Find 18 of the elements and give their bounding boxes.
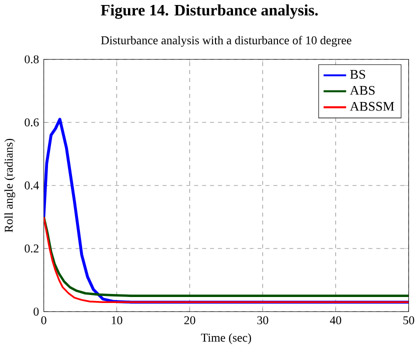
y-tick-label: 0 <box>34 308 39 316</box>
x-tick-label: 50 <box>403 316 414 325</box>
x-tick-label: 20 <box>184 316 196 325</box>
legend-label: ABSSM <box>350 102 394 112</box>
y-tick-label: 0.2 <box>24 244 38 253</box>
y-tick-label: 0.8 <box>24 56 39 64</box>
legend-label: ABS <box>350 86 375 96</box>
y-tick-label: 0.6 <box>24 118 39 127</box>
x-axis-title: Time (sec) <box>201 334 252 344</box>
y-axis-title: Roll angle (radians) <box>4 139 16 233</box>
chart-title: Figure 14. Disturbance analysis. <box>100 4 318 20</box>
x-tick-label: 10 <box>112 316 122 325</box>
y-tick-label: 0.4 <box>24 182 39 190</box>
chart-subtitle: Disturbance analysis with a disturbance of 10 degree <box>101 36 352 48</box>
x-tick-label: 40 <box>330 316 342 325</box>
x-tick-label: 30 <box>257 316 268 325</box>
x-tick-label: 0 <box>41 316 46 325</box>
legend-label: BS <box>350 70 366 80</box>
